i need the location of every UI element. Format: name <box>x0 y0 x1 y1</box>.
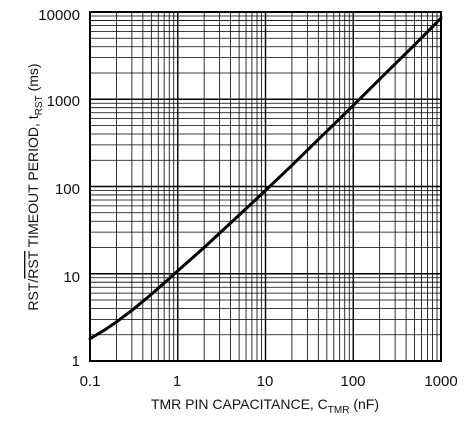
x-tick-label: 10 <box>257 373 274 390</box>
x-tick-label: 1 <box>173 373 181 390</box>
y-tick-label: 1 <box>72 353 80 370</box>
timeout-curve-line <box>88 16 443 341</box>
y-tick-label: 1000 <box>47 93 80 110</box>
x-tick-label: 1000 <box>424 373 457 390</box>
grid-lines <box>89 11 442 362</box>
x-tick-labels: 0.1 1 10 100 1000 <box>80 373 458 390</box>
y-tick-label: 10000 <box>38 7 80 24</box>
series-group <box>88 16 443 341</box>
x-tick-label: 100 <box>340 373 365 390</box>
x-axis-title: TMR PIN CAPACITANCE, CTMR (nF) <box>151 396 379 416</box>
y-tick-label: 10 <box>63 269 80 286</box>
y-axis-title: RST/RST TIMEOUT PERIOD, tRST (ms) <box>25 63 45 310</box>
plot-frame <box>89 11 442 362</box>
y-tick-labels: 1 10 100 1000 10000 <box>38 7 80 370</box>
x-tick-label: 0.1 <box>80 373 101 390</box>
y-tick-label: 100 <box>55 181 80 198</box>
